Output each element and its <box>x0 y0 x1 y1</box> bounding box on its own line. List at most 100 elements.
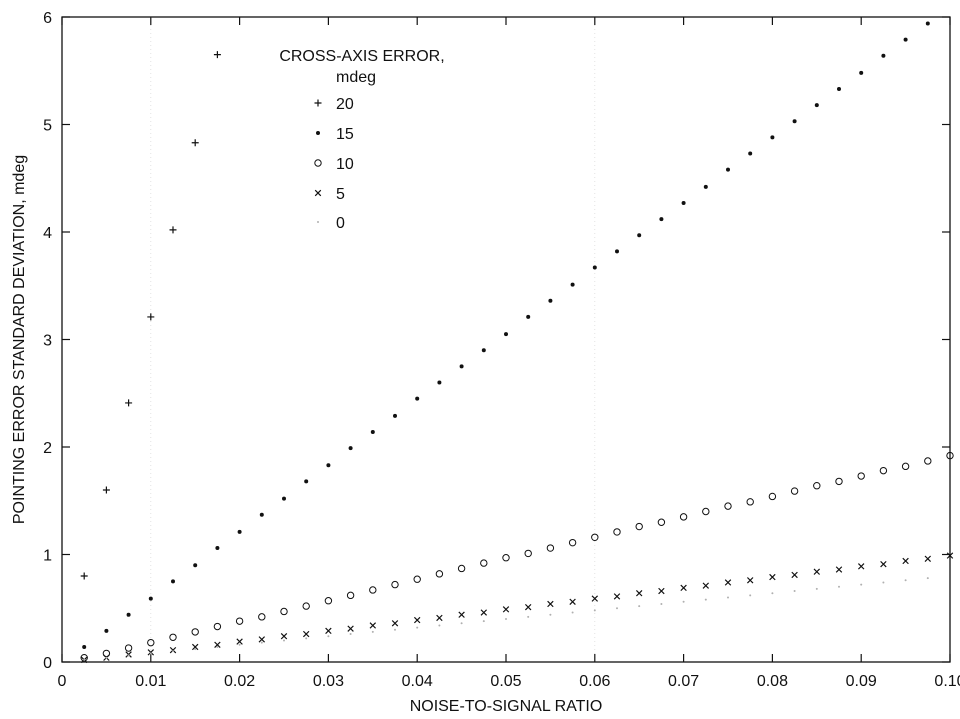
data-point <box>769 573 776 581</box>
legend-label-0: 0 <box>336 215 345 232</box>
data-point <box>260 641 263 644</box>
x-axis: 0 0.01 0.02 0.03 0.04 0.05 0.06 0.07 0.08 0.09 0.1… <box>58 17 960 690</box>
data-point <box>236 638 243 645</box>
x-tick-label: 0.01 <box>135 673 166 690</box>
data-point <box>702 582 710 589</box>
data-point <box>857 472 865 480</box>
data-point <box>326 463 331 468</box>
data-point <box>258 636 266 643</box>
y-tick-label: 4 <box>43 225 52 242</box>
data-point <box>124 644 133 652</box>
data-point <box>80 654 88 662</box>
data-point <box>680 584 687 592</box>
data-point <box>569 598 576 606</box>
data-point <box>214 641 221 649</box>
data-point <box>837 87 841 92</box>
data-point <box>235 617 244 625</box>
data-point <box>768 492 777 501</box>
data-point <box>790 487 799 495</box>
data-point <box>859 70 864 75</box>
data-point <box>681 200 686 205</box>
legend-entries: 20 15 10 5 0 <box>314 96 354 232</box>
data-point <box>280 607 288 616</box>
data-point <box>238 643 241 646</box>
data-point <box>213 622 222 631</box>
data-point <box>746 577 754 584</box>
data-point <box>813 482 821 490</box>
data-point <box>526 314 531 319</box>
data-point <box>147 649 155 656</box>
data-point <box>171 579 175 584</box>
data-point <box>616 607 618 610</box>
data-point <box>82 644 87 649</box>
data-point <box>347 625 354 632</box>
data-point <box>371 630 374 633</box>
data-point <box>349 633 352 636</box>
data-point <box>505 618 507 620</box>
data-point <box>638 605 641 608</box>
data-point <box>657 518 666 526</box>
data-point <box>702 507 710 516</box>
data-point <box>324 597 333 605</box>
data-point <box>237 529 242 534</box>
data-point <box>172 650 174 653</box>
x-tick-label: 0.09 <box>846 673 877 690</box>
legend: CROSS-AXIS ERROR, mdeg 20 15 10 5 0 <box>279 48 444 232</box>
y-tick-label: 2 <box>43 440 52 457</box>
data-point <box>524 549 532 558</box>
data-point <box>770 135 775 140</box>
data-point <box>302 630 310 638</box>
data-point <box>838 585 840 588</box>
legend-label-15: 15 <box>336 126 354 143</box>
data-point <box>924 457 932 465</box>
data-point <box>815 587 818 590</box>
data-point <box>280 632 288 640</box>
data-point <box>571 611 574 614</box>
data-point <box>746 498 754 506</box>
data-point <box>325 627 332 635</box>
data-point <box>904 579 907 582</box>
data-point <box>860 583 863 586</box>
data-point <box>436 614 443 622</box>
data-point <box>635 589 643 597</box>
data-point <box>215 546 220 551</box>
data-point <box>258 613 266 621</box>
data-point <box>881 53 886 58</box>
data-point <box>459 364 464 369</box>
data-point <box>305 637 308 640</box>
data-point <box>104 628 109 633</box>
data-point <box>748 151 753 156</box>
y-axis-label: POINTING ERROR STANDARD DEVIATION, mdeg <box>11 155 28 524</box>
data-point <box>704 598 707 601</box>
data-point <box>901 462 910 471</box>
legend-label-5: 5 <box>336 186 345 203</box>
x-tick-label: 0.02 <box>224 673 255 690</box>
data-point <box>946 451 954 460</box>
data-point <box>570 282 575 287</box>
data-point <box>391 580 399 589</box>
data-point <box>857 563 865 570</box>
data-point <box>126 612 131 617</box>
data-point <box>502 606 510 613</box>
data-point <box>502 554 510 562</box>
data-point <box>416 626 419 629</box>
data-point <box>482 620 485 623</box>
data-point <box>792 119 797 124</box>
data-point <box>169 633 177 641</box>
data-point <box>369 622 377 629</box>
x-tick-label: 0.08 <box>757 673 788 690</box>
data-point <box>771 592 774 595</box>
series-0 <box>83 577 929 661</box>
data-point <box>660 602 663 605</box>
data-point <box>460 622 463 625</box>
data-point <box>727 596 729 599</box>
data-point <box>191 643 199 651</box>
data-point <box>304 479 309 484</box>
data-point <box>835 566 843 573</box>
legend-marker-5 <box>314 189 322 197</box>
data-point <box>348 446 353 451</box>
data-point <box>613 593 621 600</box>
data-point <box>724 502 732 510</box>
data-point <box>591 595 599 602</box>
